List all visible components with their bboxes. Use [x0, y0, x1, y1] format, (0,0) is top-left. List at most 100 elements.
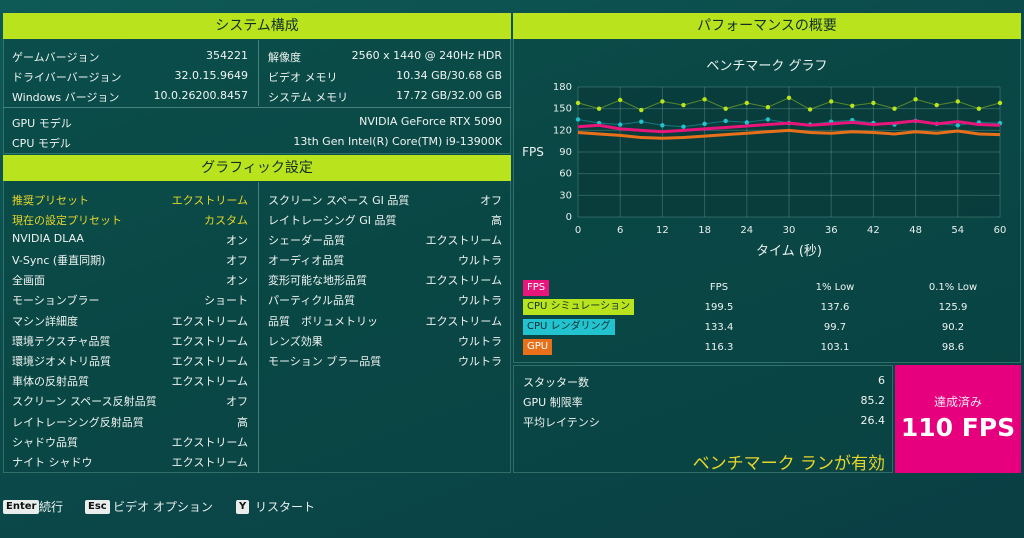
setting-row: 環境ジオメトリ品質 エクストリーム [12, 353, 248, 369]
series-b9e41d-point [976, 106, 982, 111]
continue-button[interactable]: 続行 [39, 500, 64, 514]
col-header-fps: FPS [709, 282, 729, 293]
y-tick-label: 30 [559, 190, 572, 201]
setting-row: スクリーン スペース GI 品質 オフ [268, 192, 502, 208]
cpu-render-fps: 133.4 [704, 322, 734, 333]
setting-row: モーション ブラー品質 ウルトラ [268, 353, 502, 369]
row-value: 10.34 GB/30.68 GB [396, 69, 502, 82]
y-tick-label: 120 [553, 125, 572, 136]
setting-value: ショート [204, 294, 248, 307]
stat-value: 26.4 [860, 414, 886, 427]
x-tick-label: 12 [656, 225, 669, 236]
setting-value: エクストリーム [171, 355, 248, 368]
setting-label: 品質 ボリュメトリッ [268, 315, 378, 328]
legend-cpu-sim-tag: CPU シミュレーション [523, 299, 635, 315]
achieved-label: 達成済み [933, 395, 982, 409]
series-b9e41d-point [955, 99, 960, 104]
divider [258, 40, 259, 106]
setting-value: エクストリーム [171, 194, 248, 207]
series-b9e41d-point [639, 107, 644, 113]
setting-value: ウルトラ [458, 294, 502, 307]
series-b9e41d-line [577, 97, 1001, 111]
setting-label: パーティクル品質 [268, 294, 356, 307]
legend-gpu-tag: GPU [523, 339, 553, 355]
divider [258, 182, 259, 473]
setting-value: ウルトラ [458, 335, 502, 348]
row-label: Windows バージョン [12, 91, 120, 104]
setting-label: 変形可能な地形品質 [268, 274, 367, 287]
row-label: 解像度 [268, 51, 301, 64]
series-b9e41d-point [723, 106, 728, 111]
x-axis-label: タイム (秒) [756, 244, 822, 259]
enter-key-icon: Enter [3, 500, 40, 514]
setting-row: 全画面 オン [12, 272, 248, 288]
col-header-01pct: 0.1% Low [928, 282, 978, 293]
series-b9e41d-point [786, 95, 792, 101]
stutter-count-row: スタッター数 6 [523, 374, 885, 390]
setting-label: モーション ブラー品質 [268, 355, 382, 368]
series-e8701a-line [577, 128, 1001, 140]
series-b9e41d-point [913, 97, 918, 102]
stat-label: 平均レイテンシ [523, 416, 600, 429]
series-22c3cf-point [575, 117, 581, 122]
esc-key-icon: Esc [85, 500, 110, 514]
setting-value: エクストリーム [171, 335, 248, 348]
setting-label: V-Sync (垂直同期) [12, 254, 106, 267]
x-tick-label: 48 [909, 225, 922, 236]
setting-row: 変形可能な地形品質 エクストリーム [268, 272, 502, 288]
setting-label: レンズ効果 [268, 335, 323, 348]
setting-row: 車体の反射品質 エクストリーム [12, 373, 248, 389]
row-label: ゲームバージョン [12, 51, 100, 64]
series-b9e41d-point [892, 106, 897, 111]
setting-value: エクストリーム [425, 274, 502, 287]
series-22c3cf-point [744, 120, 749, 125]
setting-label: シャドウ品質 [12, 436, 78, 449]
setting-row: レイトレーシング GI 品質 高 [268, 212, 502, 228]
video-options-button[interactable]: ビデオ オプション [113, 500, 213, 514]
achieved-box: 達成済み 110 FPS [895, 365, 1021, 473]
setting-label: モーションブラー [12, 294, 100, 307]
x-tick-label: 42 [867, 225, 880, 236]
setting-label: レイトレーシング GI 品質 [268, 214, 397, 227]
x-tick-label: 0 [575, 225, 581, 236]
row-value: 2560 x 1440 @ 240Hz HDR [351, 49, 502, 62]
row-value: 354221 [206, 49, 248, 62]
series-22c3cf-point [702, 121, 707, 127]
divider [3, 107, 511, 108]
setting-row: シャドウ品質 エクストリーム [12, 434, 248, 450]
row-label: GPU モデル [12, 117, 72, 130]
setting-value: 高 [237, 416, 248, 429]
setting-row: モーションブラー ショート [12, 292, 248, 308]
stat-label: スタッター数 [523, 376, 589, 389]
x-tick-label: 36 [825, 225, 838, 236]
series-b9e41d-point [934, 102, 939, 108]
setting-row: シェーダー品質 エクストリーム [268, 232, 502, 248]
setting-value: エクストリーム [171, 375, 248, 388]
series-b9e41d-point [765, 105, 771, 110]
setting-label: シェーダー品質 [268, 234, 345, 247]
series-b9e41d-point [744, 100, 749, 106]
row-value: 13th Gen Intel(R) Core(TM) i9-13900K [293, 135, 502, 148]
cpu-sim-1pct: 137.6 [820, 302, 850, 313]
restart-button[interactable]: リスタート [255, 500, 316, 514]
setting-row: 現在の設定プリセット カスタム [12, 212, 248, 228]
setting-value: カスタム [204, 214, 248, 227]
setting-row: NVIDIA DLAA オン [12, 232, 248, 248]
cpu-sim-fps: 199.5 [704, 302, 734, 313]
graphics-settings-title: グラフィック設定 [3, 155, 511, 181]
plot-area [578, 87, 1000, 217]
row-value: NVIDIA GeForce RTX 5090 [359, 115, 502, 128]
x-tick-label: 6 [617, 225, 623, 236]
setting-value: 高 [491, 214, 502, 227]
setting-row: 環境テクスチャ品質 エクストリーム [12, 333, 248, 349]
row-label: ドライバーバージョン [12, 71, 122, 84]
y-tick-label: 150 [553, 104, 572, 115]
avg-latency-row: 平均レイテンシ 26.4 [523, 414, 885, 430]
stat-value: 85.2 [860, 394, 886, 407]
series-b9e41d-point [807, 107, 813, 112]
gpu-limit-row: GPU 制限率 85.2 [523, 394, 885, 410]
game-version-row: ゲームバージョン 354221 [12, 49, 248, 65]
y-tick-label: 180 [553, 82, 572, 93]
video-memory-row: ビデオ メモリ 10.34 GB/30.68 GB [268, 69, 502, 85]
series-b9e41d-point [660, 99, 665, 104]
